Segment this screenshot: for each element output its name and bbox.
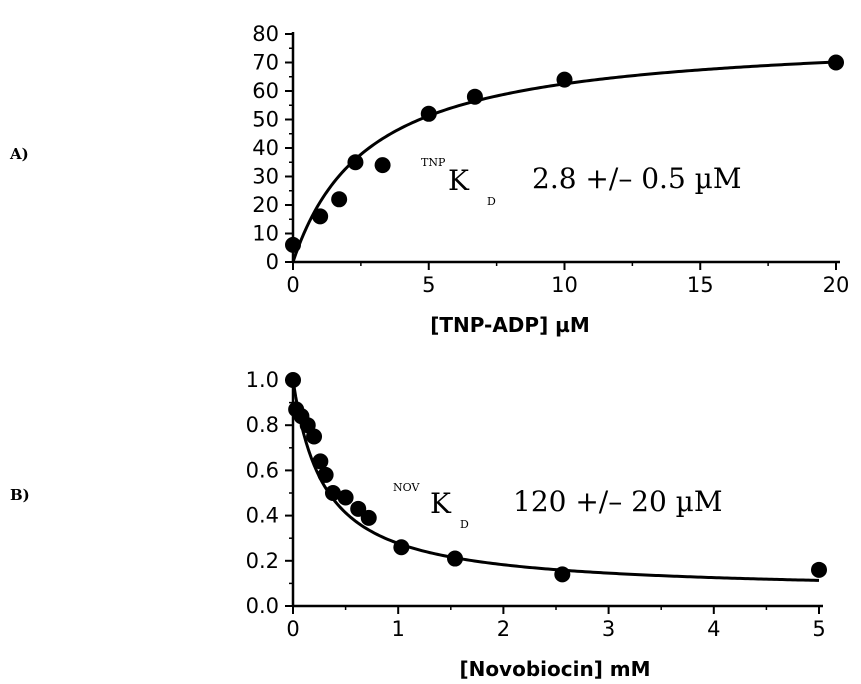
panel-a-data-point <box>331 191 348 208</box>
panel-a-y-tick-label: 70 <box>252 51 279 75</box>
panel-b-x-tick-label: 1 <box>392 617 405 641</box>
panel-a-x-tick-label: 0 <box>286 273 299 297</box>
panel-a-data-point <box>347 154 364 171</box>
panel-a-kd-annotation: TNP K D 2.8 +/– 0.5 µM <box>421 156 742 208</box>
panel-b-x-tick-label: 3 <box>602 617 615 641</box>
panel-b-x-tick-label: 4 <box>707 617 720 641</box>
panel-a-y-tick-label: 0 <box>266 250 279 274</box>
panel-a-x-tick-label: 20 <box>823 273 850 297</box>
panel-a-data-point <box>285 236 301 253</box>
panel-b-x-tick-label: 2 <box>497 617 510 641</box>
panel-b-data-point <box>312 453 329 470</box>
panel-b-x-tick-label: 0 <box>286 617 299 641</box>
panel-a-kd-value: 2.8 +/– 0.5 µM <box>532 162 742 195</box>
panel-b-kd-letter: K <box>430 487 452 520</box>
panel-a-y-tick-label: 50 <box>252 108 279 132</box>
panel-b-data-point <box>317 466 334 483</box>
panel-b-data-point <box>360 509 377 526</box>
panel-a-x-tick-label: 10 <box>551 273 578 297</box>
panel-a-data-point <box>466 88 483 105</box>
panel-a-data-point <box>828 54 844 71</box>
panel-a-data-point <box>556 71 573 88</box>
panel-a-kd-superscript: TNP <box>421 156 446 169</box>
panel-a-kd-letter: K <box>448 164 470 197</box>
panel-a-data-point <box>312 208 329 225</box>
panel-a-x-tick-label: 15 <box>687 273 714 297</box>
panel-a-kd-subscript: D <box>487 195 496 208</box>
panel-a-y-tick-label: 40 <box>252 136 279 160</box>
panel-a-data-point <box>420 105 437 122</box>
panel-b-kd-annotation: NOV K D 120 +/– 20 µM <box>393 481 723 531</box>
panel-b-axes: 0 1 2 3 4 5 0.0 0.2 0.4 0.6 0.8 1.0 <box>246 368 826 641</box>
panel-b: B) 0 1 2 3 4 5 0.0 0.2 0.4 0.6 0.8 1.0 [Novobiocin]… <box>10 368 827 681</box>
panel-a-y-tick-label: 20 <box>252 193 279 217</box>
panel-b-data-point <box>306 428 323 445</box>
panel-b-label: B) <box>10 486 30 504</box>
panel-a-data-point <box>374 157 391 174</box>
panel-b-kd-superscript: NOV <box>393 481 420 494</box>
panel-b-x-tick-label: 5 <box>812 617 825 641</box>
panel-b-kd-value: 120 +/– 20 µM <box>513 485 723 518</box>
panel-a-axes: 0 5 10 15 20 0 10 20 30 40 50 60 70 80 <box>252 22 849 297</box>
panel-b-y-tick-label: 0.8 <box>246 413 279 437</box>
panel-b-data-point <box>447 550 464 567</box>
panel-b-data-point <box>393 539 410 556</box>
panel-a-x-axis-title: [TNP-ADP] µM <box>430 313 590 337</box>
panel-b-data-point <box>554 566 571 583</box>
panel-b-data-point <box>285 372 301 388</box>
panel-a: A) 0 5 10 15 20 0 10 20 30 40 50 60 70 80 [TNP-ADP] µ… <box>9 22 849 337</box>
panel-b-y-tick-label: 0.0 <box>246 594 279 618</box>
panel-a-x-tick-label: 5 <box>422 273 435 297</box>
panel-a-y-tick-label: 30 <box>252 165 279 189</box>
panel-a-points <box>285 54 844 253</box>
panel-b-data-point <box>811 561 827 578</box>
panel-b-data-point <box>350 500 367 517</box>
panel-a-y-tick-label: 80 <box>252 22 279 46</box>
panel-a-y-tick-label: 10 <box>252 222 279 246</box>
panel-b-x-axis-title: [Novobiocin] mM <box>459 657 650 681</box>
panel-b-y-tick-label: 0.2 <box>246 549 279 573</box>
panel-b-y-tick-label: 1.0 <box>246 368 279 392</box>
panel-b-kd-subscript: D <box>460 518 469 531</box>
panel-b-y-tick-label: 0.6 <box>246 458 279 482</box>
panel-b-points <box>285 372 827 583</box>
panel-b-data-point <box>337 489 354 506</box>
panel-a-y-tick-label: 60 <box>252 79 279 103</box>
panel-a-label: A) <box>9 145 29 163</box>
panel-b-data-point <box>324 485 341 501</box>
panel-b-y-tick-label: 0.4 <box>246 504 279 528</box>
